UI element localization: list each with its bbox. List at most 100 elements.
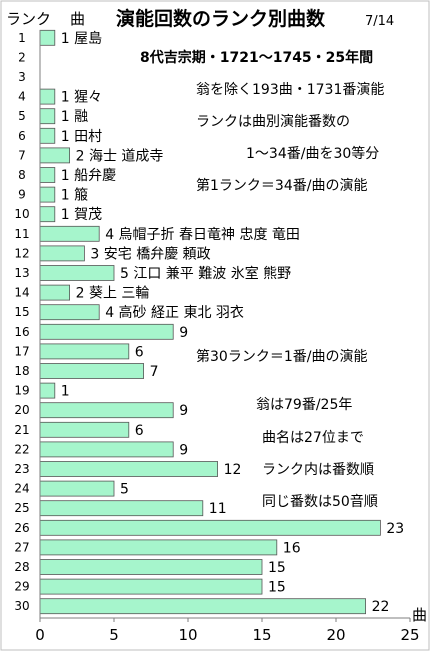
y-tick-label: 4 [18, 90, 26, 104]
y-tick-label: 9 [18, 188, 26, 202]
bar-rank-7 [39, 147, 71, 164]
y-tick-label: 22 [14, 442, 29, 456]
bar-label: 7 [150, 364, 159, 380]
y-tick-label: 8 [18, 168, 26, 182]
bar-label: 9 [179, 442, 188, 458]
bar-rank-22 [39, 441, 174, 458]
annotation-text: 翁を除く193曲・1731番演能 [196, 82, 384, 98]
bar-label: 1 融 [61, 109, 88, 125]
bar-label: 1 猩々 [61, 90, 102, 106]
y-tick-label: 30 [14, 599, 29, 613]
annotation-text: 同じ番数は50音順 [262, 493, 378, 510]
y-tick-label: 17 [14, 344, 29, 358]
y-tick-label: 11 [14, 227, 29, 241]
bar-rank-11 [39, 225, 100, 242]
y-tick-label: 12 [14, 246, 29, 260]
bar-rank-1 [39, 29, 56, 46]
bar-rank-18 [39, 363, 144, 379]
bar-rank-19 [39, 382, 56, 399]
bar-label: 3 安宅 橋弁慶 頼政 [90, 246, 210, 262]
bar-labels: 1 屋島 1 猩々 1 融 1 田村 2 海士 道成寺 1 船弁慶 1 箙 1 賀茂4 烏帽子… [61, 31, 404, 615]
bar-label: 2 海士 道成寺 [76, 148, 164, 164]
bars-group [39, 29, 381, 615]
y-tick-label: 19 [14, 384, 29, 398]
annotation-text: 第1ランク＝34番/曲の演能 [196, 177, 367, 194]
y-tick-label: 2 [18, 50, 26, 64]
bar-rank-10 [39, 206, 56, 223]
bar-label: 4 高砂 経正 東北 羽衣 [105, 304, 244, 321]
x-tick-label: 25 [400, 626, 419, 644]
bar-label: 5 [120, 482, 129, 498]
y-tick-label: 7 [18, 148, 26, 162]
top-x-label: 曲 [70, 10, 85, 28]
annotation-text: 8代吉宗期・1721〜1745・25年間 [140, 49, 373, 66]
bar-label: 5 江口 兼平 難波 氷室 熊野 [120, 265, 291, 282]
x-tick-label: 10 [178, 626, 197, 644]
chart-title-date: 7/14 [365, 14, 394, 29]
bar-label: 6 [135, 344, 144, 360]
y-tick-label: 15 [14, 305, 29, 319]
bar-label: 9 [179, 403, 188, 419]
y-tick-label: 29 [14, 580, 29, 594]
bar-rank-23 [39, 461, 219, 477]
bar-label: 23 [386, 521, 404, 537]
bar-label: 15 [268, 580, 286, 596]
bar-label: 12 [224, 462, 242, 478]
bar-rank-28 [39, 559, 263, 575]
y-tick-label: 28 [14, 560, 29, 574]
bar-rank-4 [39, 88, 56, 105]
y-tick-label: 3 [18, 70, 26, 84]
bar-rank-24 [39, 480, 115, 497]
bar-rank-29 [39, 578, 263, 595]
x-axis-end-label: 曲 [412, 606, 427, 624]
bar-label: 15 [268, 560, 286, 576]
y-axis-label: ランク [6, 10, 51, 28]
bar-rank-25 [39, 500, 204, 517]
y-tick-labels: 1234567891011121314151617181920212223242… [14, 31, 29, 613]
bar-rank-30 [39, 598, 367, 615]
y-tick-label: 13 [14, 266, 29, 280]
bar-rank-16 [39, 323, 174, 340]
x-tick-labels: 0 5 10 15 20 25 [35, 618, 420, 644]
x-tick-label: 20 [326, 626, 345, 644]
bar-label: 1 賀茂 [61, 206, 102, 223]
chart-title: 演能回数のランク別曲数 [116, 7, 326, 30]
bar-rank-14 [39, 284, 71, 301]
bar-rank-5 [39, 108, 56, 125]
bar-label: 1 [61, 384, 70, 400]
bar-label: 9 [179, 325, 188, 341]
annotation-text: 翁は79番/25年 [256, 397, 352, 413]
y-tick-label: 10 [14, 207, 29, 221]
y-tick-label: 25 [14, 501, 29, 515]
bar-rank-13 [39, 265, 115, 281]
bar-label: 2 葵上 三輪 [76, 285, 150, 302]
y-tick-label: 23 [14, 462, 29, 476]
bar-rank-27 [39, 539, 278, 556]
annotation-text: 第30ランク＝1番/曲の演能 [196, 348, 367, 365]
x-tick-label: 0 [35, 626, 45, 644]
y-tick-label: 26 [14, 521, 29, 535]
bar-label: 1 屋島 [61, 31, 102, 47]
bar-label: 1 田村 [61, 129, 102, 145]
bar-rank-12 [39, 245, 85, 262]
y-tick-label: 27 [14, 540, 29, 554]
bar-label: 4 烏帽子折 春日竜神 忠度 竜田 [105, 226, 300, 243]
bar-rank-21 [39, 421, 130, 438]
annotation-text: 曲名は27位まで [262, 430, 364, 446]
bar-label: 22 [372, 599, 390, 615]
bar-label: 11 [209, 501, 227, 517]
bar-rank-20 [39, 402, 174, 419]
bar-rank-8 [39, 167, 56, 183]
x-tick-label: 15 [252, 626, 271, 644]
y-tick-label: 18 [14, 364, 29, 378]
x-tick-label: 5 [109, 626, 119, 644]
y-tick-label: 6 [18, 129, 26, 143]
y-tick-label: 16 [14, 325, 29, 339]
bar-label: 16 [283, 540, 301, 556]
bar-rank-17 [39, 343, 130, 360]
annotation-text: ランクは曲別演能番数の [196, 114, 350, 130]
annotation-text: ランク内は番数順 [262, 462, 374, 478]
bar-rank-9 [39, 186, 56, 203]
